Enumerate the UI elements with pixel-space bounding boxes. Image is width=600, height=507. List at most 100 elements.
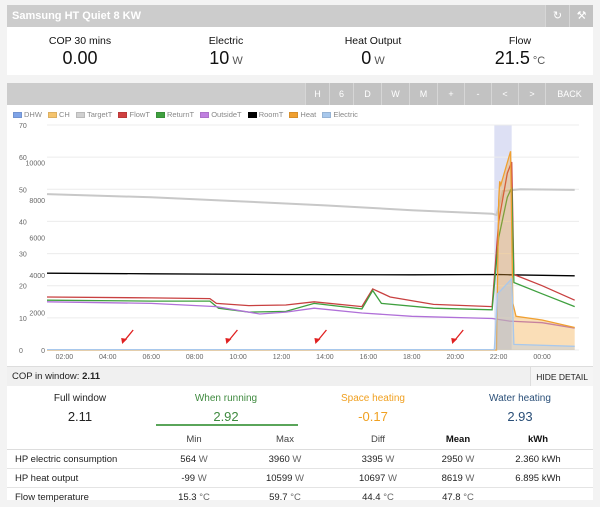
col-max: Max [276, 434, 294, 445]
legend-swatch [200, 112, 210, 118]
stat-label: COP 30 mins [48, 35, 112, 47]
legend-heat[interactable]: Heat [289, 110, 316, 119]
time-nav-bar: H 6 D W M + - < > BACK [7, 83, 593, 105]
mode-when-running[interactable]: When running 2.92 [153, 393, 299, 424]
legend-swatch [289, 112, 299, 118]
stat-unit: W [374, 55, 385, 67]
detail-panel: Full window 2.11 When running 2.92 Space… [7, 386, 593, 503]
zoom-out-button[interactable]: - [464, 83, 491, 105]
series-area-heat [47, 151, 575, 350]
stat-cop: COP 30 mins 0.00 [7, 35, 153, 69]
nav-month-button[interactable]: M [409, 83, 437, 105]
mode-value: 2.93 [507, 409, 533, 424]
hide-detail-button[interactable]: HIDE DETAIL [530, 367, 593, 387]
mode-value: 2.92 [213, 409, 239, 424]
y-left-tick-label: 30 [19, 252, 27, 259]
window-title: Samsung HT Quiet 8 KW [12, 10, 141, 22]
series-line-outsidet [46, 301, 575, 329]
legend-electric[interactable]: Electric [322, 110, 358, 119]
y-right-tick-label: 0 [41, 348, 45, 355]
y-left-tick-label: 20 [19, 284, 27, 291]
zoom-in-button[interactable]: + [437, 83, 464, 105]
y-right-tick-label: 4000 [29, 273, 45, 280]
chart-legend: DHW CH TargetT FlowT ReturnT OutsideT Ro… [13, 110, 362, 119]
x-tick-label: 04:00 [99, 354, 117, 361]
stat-value: 0.00 [62, 48, 98, 68]
row-name: Flow temperature [15, 492, 89, 503]
y-left-tick-label: 40 [19, 219, 27, 226]
back-button[interactable]: BACK [545, 83, 593, 105]
legend-swatch [156, 112, 165, 118]
stat-electric: Electric 10 W [153, 35, 299, 69]
chart-area: DHW CH TargetT FlowT ReturnT OutsideT Ro… [7, 105, 593, 366]
nav-day-button[interactable]: D [353, 83, 381, 105]
nav-6h-button[interactable]: 6 [329, 83, 353, 105]
y-left-tick-label: 60 [19, 155, 27, 162]
series-line-flowt [46, 161, 575, 308]
table-row: Flow temperature 15.3 °C 59.7 °C 44.4 °C… [15, 492, 474, 503]
x-tick-label: 18:00 [403, 354, 421, 361]
refresh-button[interactable]: ↻ [545, 5, 569, 27]
legend-targett[interactable]: TargetT [75, 110, 112, 119]
selected-mode-underline [156, 424, 298, 426]
y-right-tick-label: 2000 [29, 311, 45, 318]
annotation-arrowhead [225, 338, 232, 344]
series-line-electric [47, 277, 575, 351]
table-row: HP electric consumption 564 W 3960 W 339… [7, 450, 593, 469]
col-min: Min [186, 434, 202, 445]
x-tick-label: 12:00 [273, 354, 291, 361]
nav-hour-button[interactable]: H [305, 83, 329, 105]
row-name: HP electric consumption [15, 454, 118, 465]
wrench-icon: ⚒ [576, 10, 587, 22]
table-header: Min Max Diff Mean kWh [7, 430, 593, 450]
annotation-arrowhead [451, 338, 458, 344]
y-left-tick-label: 70 [19, 123, 27, 130]
col-diff: Diff [370, 434, 386, 445]
x-tick-label: 10:00 [229, 354, 247, 361]
x-tick-label: 06:00 [142, 354, 160, 361]
legend-swatch [118, 112, 128, 118]
legend-outsidet[interactable]: OutsideT [200, 110, 242, 119]
stat-flow: Flow 21.5 °C [447, 35, 593, 69]
col-kwh: kWh [527, 434, 549, 445]
stat-label: Flow [508, 35, 532, 47]
annotation-arrowhead [121, 338, 128, 344]
pan-left-button[interactable]: < [491, 83, 518, 105]
cop-window-value: 2.11 [82, 371, 101, 382]
cop-window-label: COP in window: [12, 371, 80, 382]
col-mean: Mean [445, 434, 471, 445]
pan-right-button[interactable]: > [518, 83, 545, 105]
legend-swatch [247, 112, 257, 118]
series-line-roomt [46, 272, 575, 277]
mode-full-window[interactable]: Full window 2.11 [7, 393, 153, 424]
legend-returnt[interactable]: ReturnT [156, 110, 194, 119]
legend-ch[interactable]: CH [48, 110, 70, 119]
mode-water-heating[interactable]: Water heating 2.93 [447, 393, 593, 424]
window-titlebar: Samsung HT Quiet 8 KW ↻ ⚒ [7, 5, 593, 27]
summary-stats: COP 30 mins 0.00 Electric 10 W Heat Outpu… [7, 27, 593, 75]
cop-window-bar: COP in window: 2.11 HIDE DETAIL [7, 366, 593, 387]
mode-label: When running [194, 393, 258, 404]
settings-button[interactable]: ⚒ [569, 5, 593, 27]
mode-space-heating[interactable]: Space heating -0.17 [300, 393, 446, 424]
refresh-icon: ↻ [552, 10, 563, 22]
x-tick-label: 02:00 [56, 354, 74, 361]
selection-band [494, 125, 512, 350]
chart-plot[interactable]: 0 10 20 30 40 50 60 70 0 2000 4000 6000 8000 10000 02:… [7, 105, 593, 366]
x-tick-label: 14:00 [316, 354, 334, 361]
legend-flowt[interactable]: FlowT [118, 110, 150, 119]
x-tick-label: 22:00 [490, 354, 508, 361]
x-tick-label: 08:00 [186, 354, 204, 361]
legend-swatch [322, 112, 332, 118]
legend-roomt[interactable]: RoomT [247, 110, 283, 119]
mode-label: Water heating [489, 393, 551, 404]
nav-week-button[interactable]: W [381, 83, 409, 105]
legend-dhw[interactable]: DHW [13, 110, 42, 119]
stat-unit: W [232, 55, 243, 67]
series-line-heat [47, 151, 575, 351]
stat-unit: °C [532, 55, 546, 67]
y-left-tick-label: 10 [19, 316, 27, 323]
y-right-tick-label: 8000 [29, 198, 45, 205]
stat-value: 0 [361, 48, 372, 68]
